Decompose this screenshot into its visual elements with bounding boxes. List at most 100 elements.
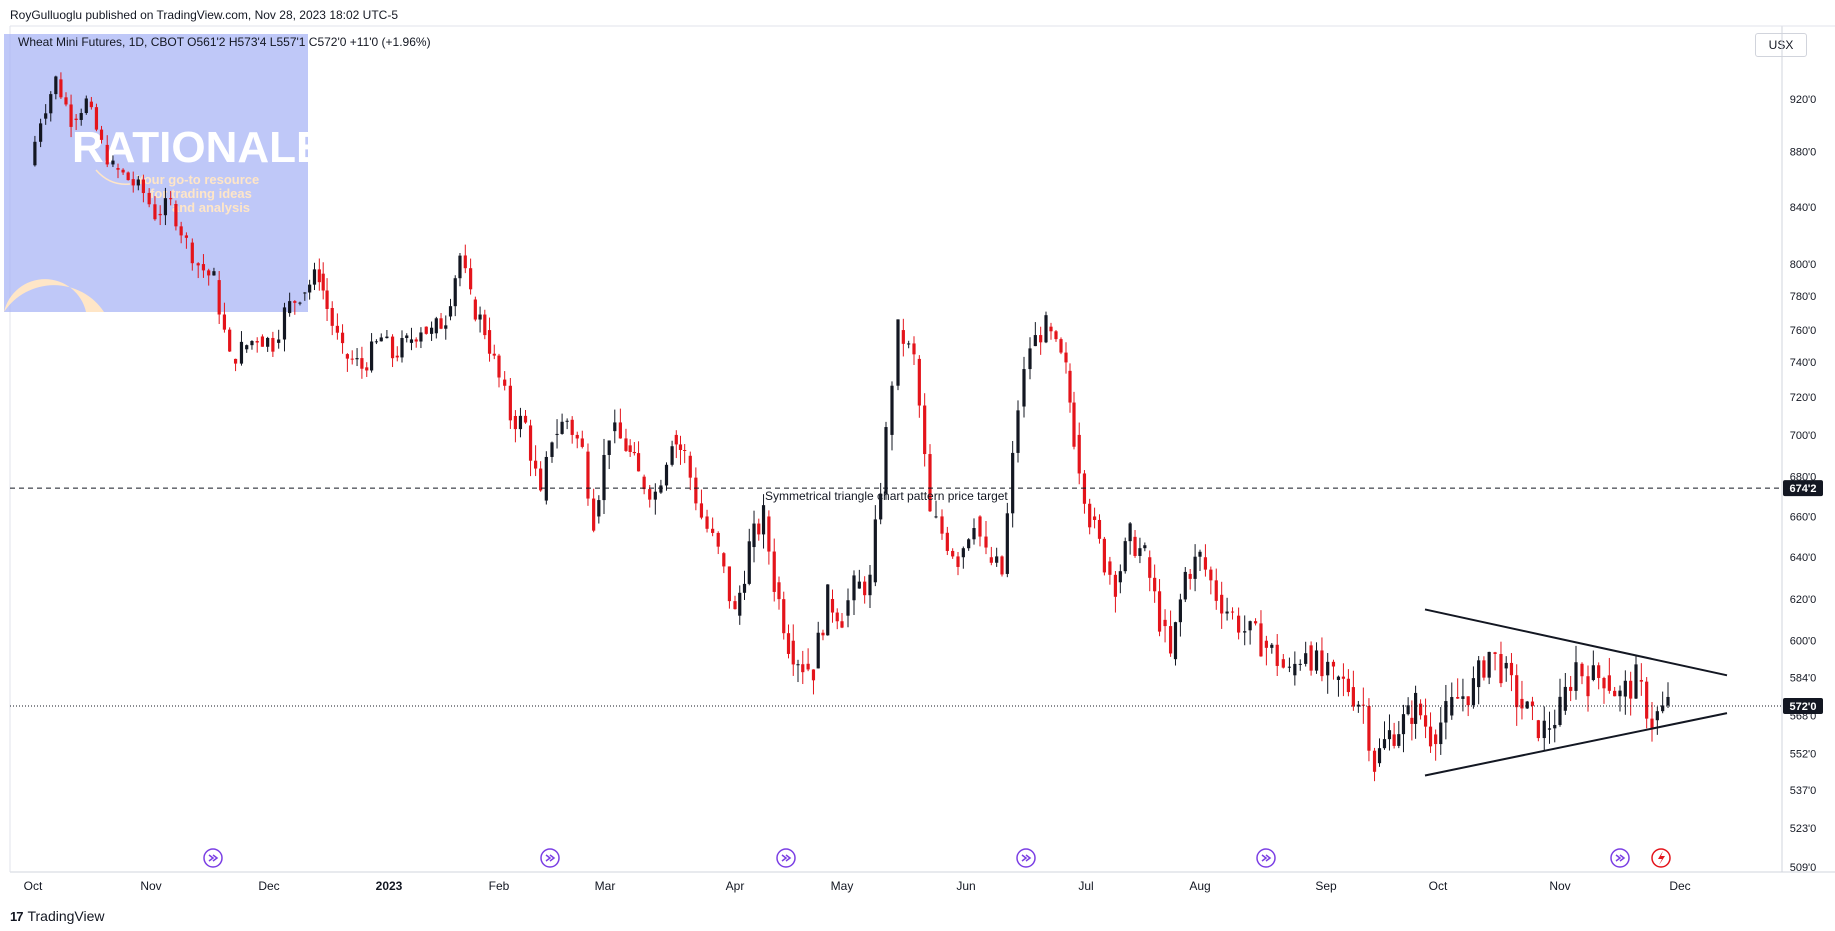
candlestick xyxy=(523,410,528,424)
candlestick xyxy=(1547,711,1552,744)
candlestick xyxy=(350,350,354,365)
candlestick xyxy=(826,584,830,636)
candlestick xyxy=(429,321,434,341)
earnings-marker-icon[interactable] xyxy=(1651,848,1671,868)
candlestick xyxy=(1629,671,1633,716)
candlestick xyxy=(69,94,73,138)
candlestick xyxy=(1558,678,1562,727)
time-axis-label: Nov xyxy=(140,879,161,893)
candlestick xyxy=(777,576,781,610)
candlestick xyxy=(1536,719,1540,742)
candlestick xyxy=(653,483,657,515)
candlestick xyxy=(738,585,742,625)
candlestick xyxy=(1504,656,1508,682)
candlestick xyxy=(1264,635,1268,666)
candlestick xyxy=(508,377,512,429)
candlestick xyxy=(228,327,232,352)
candlestick xyxy=(901,318,905,357)
time-axis-label: Apr xyxy=(726,879,745,893)
price-axis-tick: 840'0 xyxy=(1790,202,1817,214)
price-axis-tick: 760'0 xyxy=(1790,325,1817,337)
candlestick xyxy=(1243,615,1247,646)
candlestick xyxy=(400,330,404,363)
candlestick xyxy=(1520,680,1524,720)
candlestick xyxy=(1471,666,1476,709)
candlestick xyxy=(1304,641,1308,667)
candlestick xyxy=(830,589,835,623)
candlestick xyxy=(1049,322,1053,340)
candlestick xyxy=(636,441,641,472)
candlestick xyxy=(1077,422,1081,485)
candlestick xyxy=(1477,656,1481,705)
candlestick xyxy=(1102,536,1106,576)
candlestick xyxy=(1586,665,1590,712)
candlestick xyxy=(1397,721,1401,749)
event-marker-icon[interactable] xyxy=(1610,848,1630,868)
candlestick xyxy=(1401,704,1406,753)
candlestick xyxy=(1607,657,1611,694)
candlestick xyxy=(727,566,732,609)
candlestick xyxy=(212,267,216,276)
candlestick xyxy=(912,336,916,366)
candlestick xyxy=(907,340,911,349)
candlestick xyxy=(111,155,115,168)
candlestick xyxy=(99,125,104,144)
candlestick xyxy=(917,355,921,418)
candlestick xyxy=(503,371,507,391)
candlestick xyxy=(1331,659,1336,680)
candlestick xyxy=(1418,699,1423,720)
candlestick xyxy=(945,526,949,556)
candlestick xyxy=(54,75,58,100)
candlestick xyxy=(1439,707,1443,755)
triangle-lower-line[interactable] xyxy=(1424,712,1728,777)
candlestick xyxy=(298,301,302,306)
candlestick xyxy=(1298,659,1302,671)
price-axis-tick: 700'0 xyxy=(1790,430,1817,442)
candlestick xyxy=(360,346,364,379)
candlestick xyxy=(570,416,574,444)
candlestick xyxy=(852,570,856,615)
candlestick xyxy=(648,484,652,508)
event-marker-icon[interactable] xyxy=(776,848,796,868)
candlestick xyxy=(632,442,636,456)
price-axis-tick: 600'0 xyxy=(1790,636,1817,648)
event-marker-icon[interactable] xyxy=(1256,848,1276,868)
candlestick xyxy=(1088,498,1092,535)
candlestick xyxy=(1138,537,1142,564)
candlestick xyxy=(1275,634,1279,677)
candlestick xyxy=(821,629,825,641)
candlestick xyxy=(390,334,395,368)
event-marker-icon[interactable] xyxy=(203,848,223,868)
candlestick xyxy=(972,518,976,545)
candlestick xyxy=(1209,566,1213,595)
event-marker-icon[interactable] xyxy=(1016,848,1036,868)
candlestick xyxy=(602,438,606,514)
time-axis-label: Mar xyxy=(595,879,616,893)
candlestick xyxy=(544,451,548,505)
candlestick xyxy=(340,324,345,354)
time-axis-label: Jul xyxy=(1078,879,1093,893)
candlestick xyxy=(879,482,883,525)
triangle-upper-line[interactable] xyxy=(1424,608,1728,677)
overlay-logo-tagline-1: Your go-to resource xyxy=(136,172,259,187)
candlestick xyxy=(1203,544,1208,577)
candlestick xyxy=(786,624,791,659)
candlestick xyxy=(1382,721,1387,750)
candlestick xyxy=(497,353,501,388)
candlestick xyxy=(752,510,756,563)
candlestick xyxy=(868,565,872,609)
currency-button[interactable]: USX xyxy=(1755,33,1807,57)
candlestick xyxy=(796,659,800,683)
candlestick xyxy=(624,428,628,452)
candlestick xyxy=(59,72,63,99)
event-marker-icon[interactable] xyxy=(540,848,560,868)
tradingview-logo[interactable]: 17 TradingView xyxy=(10,908,105,924)
candlestick xyxy=(1011,441,1015,528)
candlestick xyxy=(1054,330,1058,342)
candlestick xyxy=(1351,670,1355,711)
candlestick xyxy=(1097,514,1102,544)
svg-text:674'2: 674'2 xyxy=(1789,483,1816,495)
candlestick xyxy=(158,205,162,226)
candlestick xyxy=(801,650,805,685)
